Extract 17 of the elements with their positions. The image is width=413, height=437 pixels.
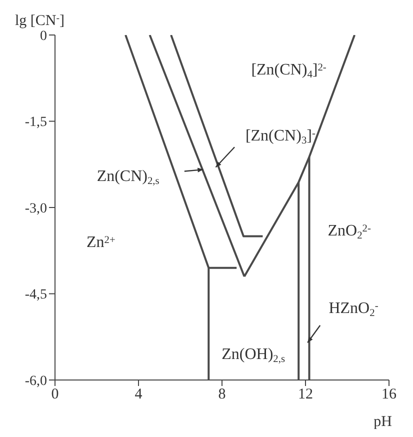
x-axis-title: pH: [374, 414, 392, 430]
y-axis-title: lg [CN$^{-}$]: [15, 12, 64, 29]
annotation: Zn$^{2+}$: [86, 234, 116, 251]
x-tick-label: 4: [134, 386, 143, 403]
y-tick-label: -4,5: [24, 288, 47, 303]
x-tick-label: 0: [51, 386, 59, 403]
x-tick-label: 12: [298, 386, 313, 403]
annotation: Zn(OH)$_{2,s}$: [222, 346, 286, 366]
annotation: [Zn(CN)$_{3}$]$^{-}$: [245, 128, 316, 147]
y-tick-label: -6,0: [24, 374, 47, 389]
y-tick-label: 0: [40, 28, 47, 44]
annotation: Zn(CN)$_{2,s}$: [96, 168, 160, 187]
x-tick-label: 16: [382, 386, 397, 403]
annotation: [Zn(CN)$_{4}$]$^{2-}$: [251, 62, 327, 80]
x-tick-label: 8: [218, 386, 226, 403]
y-tick-label: -1,5: [24, 115, 47, 130]
y-tick-label: -3,0: [24, 201, 47, 216]
